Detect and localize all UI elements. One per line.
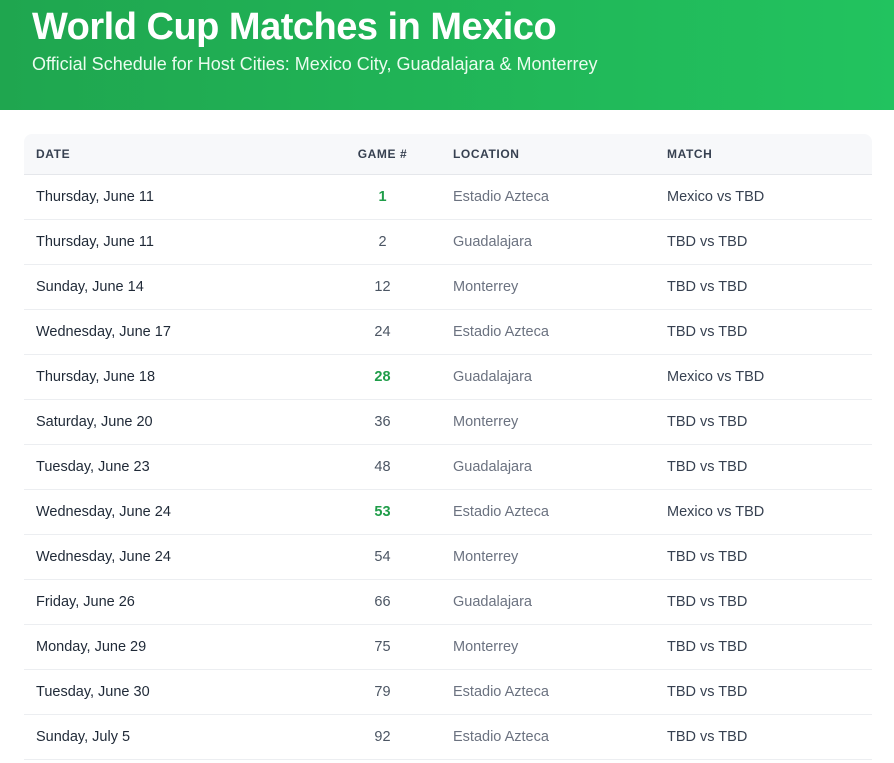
table-row: Wednesday, June 24 53 Estadio Azteca Mexico…	[24, 489, 872, 535]
match-cell: Mexico vs TBD	[655, 489, 872, 535]
match-cell: TBD vs TBD	[655, 309, 872, 355]
date-cell: Thursday, June 18	[24, 354, 324, 400]
table-row: Tuesday, June 23 48 Guadalajara TBD vs TBD	[24, 444, 872, 490]
location-cell: Guadalajara	[441, 219, 655, 265]
date-cell: Tuesday, June 30	[24, 669, 324, 715]
game-number-cell: 1	[324, 174, 441, 220]
table-row: Saturday, June 20 36 Monterrey TBD vs TBD	[24, 399, 872, 445]
location-cell: Monterrey	[441, 264, 655, 310]
table-row: Wednesday, June 17 24 Estadio Azteca TBD vs…	[24, 309, 872, 355]
table-header: DATE GAME # LOCATION MATCH	[24, 134, 872, 175]
match-cell: TBD vs TBD	[655, 669, 872, 715]
location-cell: Estadio Azteca	[441, 669, 655, 715]
date-cell: Thursday, June 11	[24, 219, 324, 265]
table-body: Thursday, June 11 1 Estadio Azteca Mexico v…	[24, 174, 872, 760]
game-number-cell: 24	[324, 309, 441, 355]
location-cell: Estadio Azteca	[441, 714, 655, 760]
game-number-cell: 75	[324, 624, 441, 670]
table-row: Wednesday, June 24 54 Monterrey TBD vs TBD	[24, 534, 872, 580]
game-number-cell: 48	[324, 444, 441, 490]
column-header-location: LOCATION	[441, 134, 655, 175]
date-cell: Tuesday, June 23	[24, 444, 324, 490]
table-row: Thursday, June 11 2 Guadalajara TBD vs TBD	[24, 219, 872, 265]
match-cell: TBD vs TBD	[655, 219, 872, 265]
location-cell: Guadalajara	[441, 444, 655, 490]
match-cell: TBD vs TBD	[655, 264, 872, 310]
game-number-cell: 54	[324, 534, 441, 580]
table-row: Thursday, June 18 28 Guadalajara Mexico vs …	[24, 354, 872, 400]
table-row: Friday, June 26 66 Guadalajara TBD vs TBD	[24, 579, 872, 625]
match-cell: TBD vs TBD	[655, 624, 872, 670]
game-number-cell: 92	[324, 714, 441, 760]
game-number-cell: 28	[324, 354, 441, 400]
location-cell: Monterrey	[441, 534, 655, 580]
column-header-game-number: GAME #	[324, 134, 441, 175]
location-cell: Guadalajara	[441, 354, 655, 400]
game-number-cell: 36	[324, 399, 441, 445]
game-number-cell: 12	[324, 264, 441, 310]
table-row: Thursday, June 11 1 Estadio Azteca Mexico v…	[24, 174, 872, 220]
schedule-table-container: DATE GAME # LOCATION MATCH Thursday, Jun…	[24, 134, 872, 760]
match-cell: TBD vs TBD	[655, 534, 872, 580]
table-row: Monday, June 29 75 Monterrey TBD vs TBD	[24, 624, 872, 670]
page-header: World Cup Matches in Mexico Official Sch…	[0, 0, 894, 110]
date-cell: Saturday, June 20	[24, 399, 324, 445]
date-cell: Sunday, June 14	[24, 264, 324, 310]
table-row: Sunday, July 5 92 Estadio Azteca TBD vs TBD	[24, 714, 872, 760]
match-cell: Mexico vs TBD	[655, 354, 872, 400]
page-title: World Cup Matches in Mexico	[32, 6, 557, 48]
date-cell: Friday, June 26	[24, 579, 324, 625]
game-number-cell: 53	[324, 489, 441, 535]
date-cell: Wednesday, June 17	[24, 309, 324, 355]
column-header-match: MATCH	[655, 134, 872, 175]
game-number-cell: 66	[324, 579, 441, 625]
match-cell: TBD vs TBD	[655, 579, 872, 625]
date-cell: Sunday, July 5	[24, 714, 324, 760]
column-header-date: DATE	[24, 134, 324, 175]
game-number-cell: 2	[324, 219, 441, 265]
match-cell: TBD vs TBD	[655, 714, 872, 760]
match-cell: Mexico vs TBD	[655, 174, 872, 220]
page-subtitle: Official Schedule for Host Cities: Mexic…	[32, 54, 598, 74]
location-cell: Estadio Azteca	[441, 174, 655, 220]
table-row: Sunday, June 14 12 Monterrey TBD vs TBD	[24, 264, 872, 310]
date-cell: Wednesday, June 24	[24, 489, 324, 535]
match-cell: TBD vs TBD	[655, 444, 872, 490]
location-cell: Estadio Azteca	[441, 309, 655, 355]
match-cell: TBD vs TBD	[655, 399, 872, 445]
date-cell: Wednesday, June 24	[24, 534, 324, 580]
location-cell: Monterrey	[441, 624, 655, 670]
date-cell: Monday, June 29	[24, 624, 324, 670]
table-row: Tuesday, June 30 79 Estadio Azteca TBD vs T…	[24, 669, 872, 715]
table-header-row: DATE GAME # LOCATION MATCH	[24, 134, 872, 175]
location-cell: Monterrey	[441, 399, 655, 445]
location-cell: Guadalajara	[441, 579, 655, 625]
game-number-cell: 79	[324, 669, 441, 715]
schedule-table: DATE GAME # LOCATION MATCH Thursday, Jun…	[24, 134, 872, 760]
date-cell: Thursday, June 11	[24, 174, 324, 220]
location-cell: Estadio Azteca	[441, 489, 655, 535]
